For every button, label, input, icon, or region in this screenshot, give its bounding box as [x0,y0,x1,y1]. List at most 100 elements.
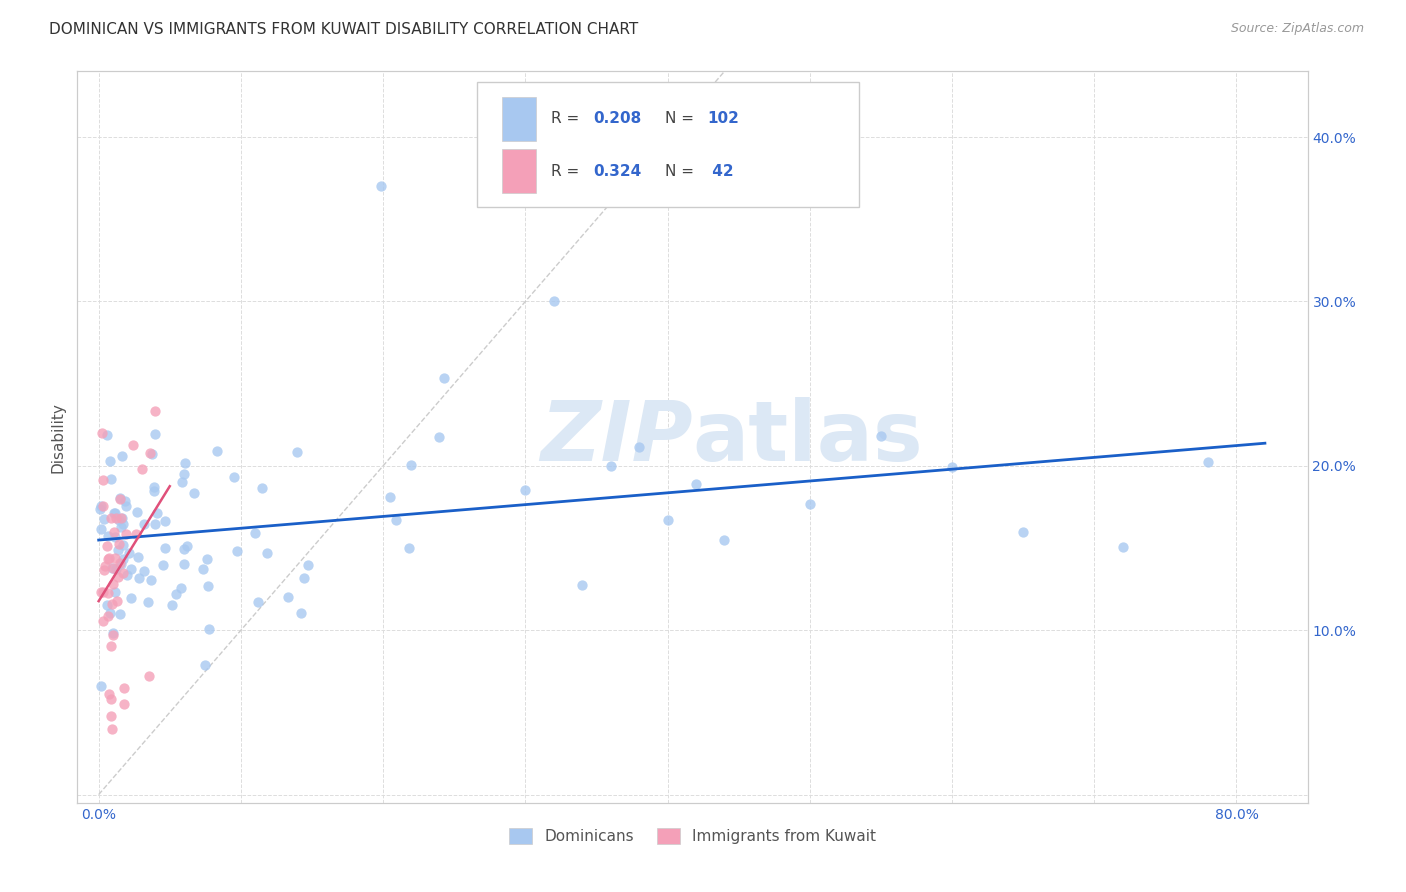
Point [112,681,135,695]
Point [100,692,122,706]
Point [246,594,269,608]
Point [104,585,127,599]
Point [165,587,187,601]
Point [292,572,315,586]
Text: R =: R = [551,164,583,179]
Text: 0.208: 0.208 [593,112,641,127]
Point [599,459,621,474]
Point [143,480,166,494]
Point [132,564,155,578]
Point [91,614,114,628]
Point [131,461,153,475]
Point [290,606,312,620]
Point [138,669,160,683]
Point [277,591,299,605]
FancyBboxPatch shape [477,82,859,207]
Point [112,538,135,552]
Point [96,539,118,553]
Point [380,490,402,504]
Point [101,560,124,574]
Point [111,449,134,463]
Text: R =: R = [551,112,583,127]
Point [103,506,125,520]
Point [97,586,120,600]
Point [127,549,149,564]
Point [191,561,214,575]
Point [110,520,132,534]
Point [110,557,132,571]
Point [115,499,138,513]
Point [139,573,162,587]
Point [245,525,267,540]
Point [173,557,195,571]
Point [433,371,456,385]
Point [628,440,651,454]
Point [111,566,134,580]
FancyBboxPatch shape [502,150,536,194]
Point [104,530,127,544]
Point [104,551,127,566]
Legend: Dominicans, Immigrants from Kuwait: Dominicans, Immigrants from Kuwait [503,822,882,850]
Point [543,294,565,309]
Point [115,568,138,582]
Point [90,522,112,536]
Point [128,571,150,585]
Point [118,546,141,560]
Point [100,472,122,486]
Point [107,569,129,583]
Point [112,552,135,566]
Point [197,579,219,593]
Point [515,483,537,498]
Point [427,430,450,444]
Point [285,444,308,458]
Point [100,511,122,525]
Point [141,447,163,461]
Point [385,513,408,527]
Point [124,526,146,541]
Point [136,594,159,608]
Point [103,525,125,540]
Point [108,491,131,506]
Point [657,514,679,528]
Point [98,454,121,468]
Point [145,506,167,520]
Point [105,511,128,525]
Point [143,517,166,532]
Point [183,485,205,500]
Point [143,426,166,441]
Text: DOMINICAN VS IMMIGRANTS FROM KUWAIT DISABILITY CORRELATION CHART: DOMINICAN VS IMMIGRANTS FROM KUWAIT DISA… [49,22,638,37]
Point [98,607,121,621]
Point [97,609,120,624]
Point [297,558,319,573]
Point [91,584,114,599]
Point [108,491,131,505]
Point [160,598,183,612]
Point [110,510,132,524]
Point [108,607,131,622]
Point [1197,455,1219,469]
Point [120,591,142,606]
Point [90,679,112,693]
Point [101,626,124,640]
Point [172,475,194,490]
Point [571,577,593,591]
Point [370,179,392,194]
Point [195,552,218,566]
Point [96,599,118,613]
Text: 42: 42 [707,164,734,179]
Point [104,562,127,576]
Point [152,558,174,573]
Point [170,582,193,596]
Point [120,562,142,576]
Point [90,499,112,513]
Point [134,517,156,532]
Point [197,622,219,636]
Point [1111,541,1133,555]
Point [104,506,127,520]
Point [114,494,136,508]
Text: Source: ZipAtlas.com: Source: ZipAtlas.com [1230,22,1364,36]
Point [93,499,115,513]
Point [112,697,135,711]
Point [111,516,134,531]
Point [94,559,117,574]
